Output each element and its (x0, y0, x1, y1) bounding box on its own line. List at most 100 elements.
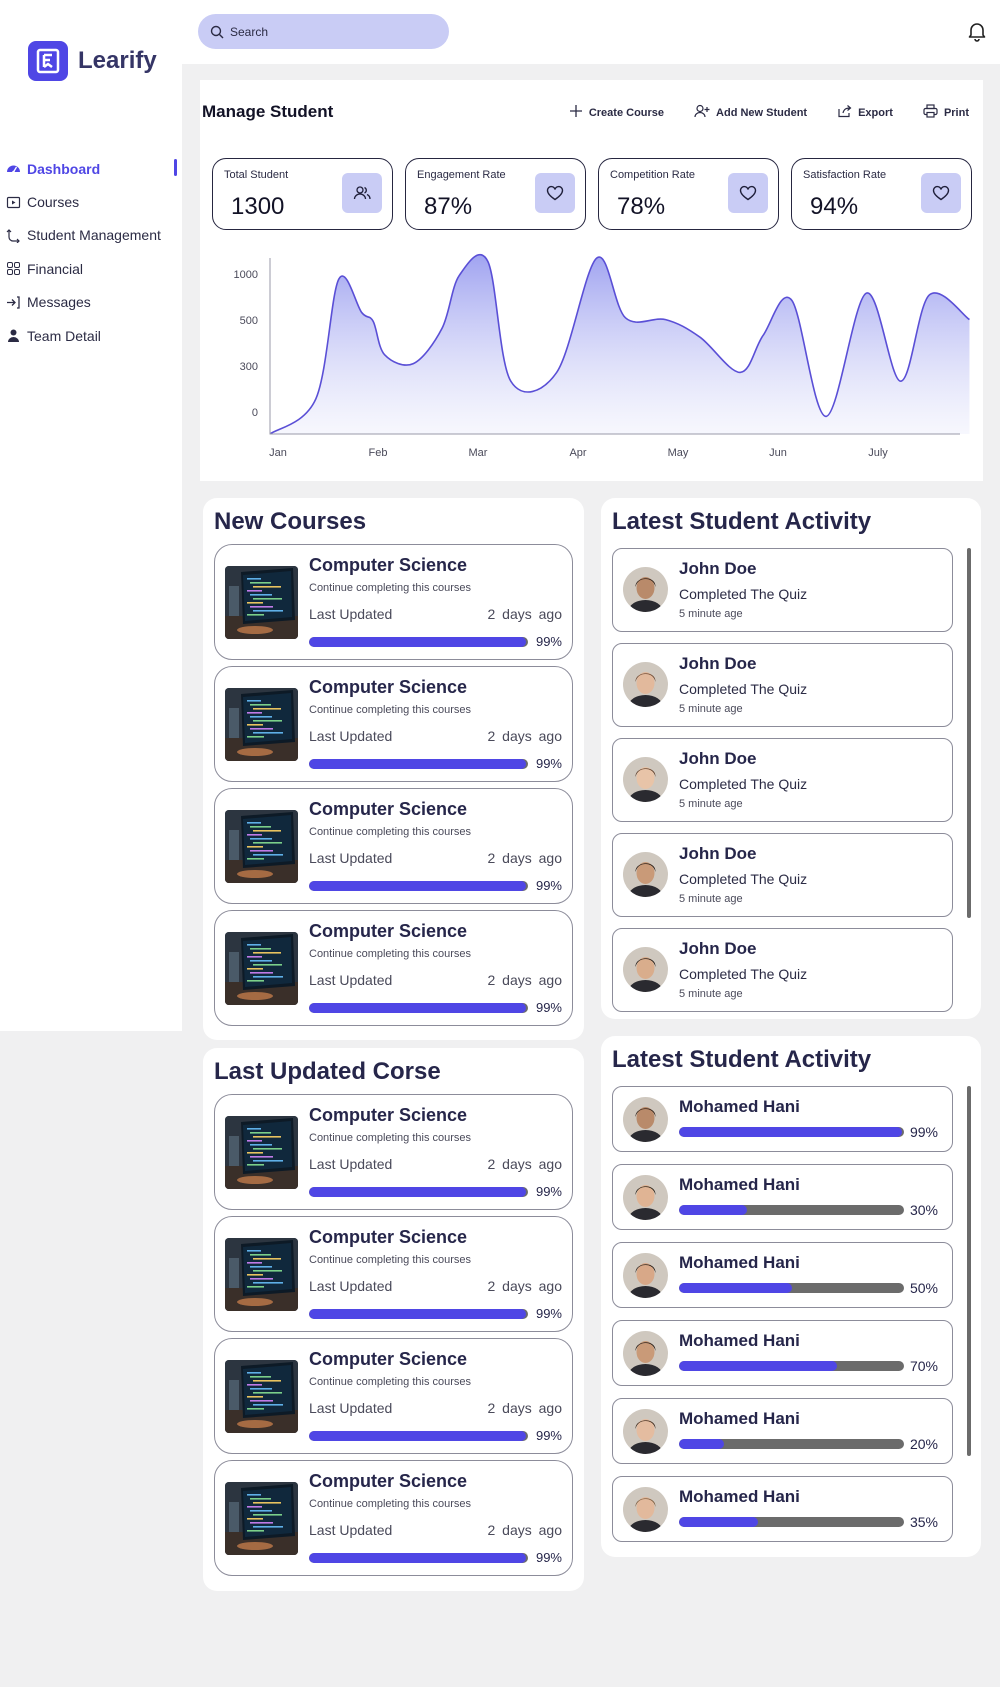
create-course-button[interactable]: Create Course (569, 104, 664, 121)
student-progress-item[interactable]: Mohamed Hani 70% (612, 1320, 953, 1386)
sidebar-item-messages[interactable]: Messages (0, 286, 182, 319)
courses-icon (6, 195, 21, 210)
avatar (623, 1175, 668, 1220)
progress-percent: 99% (535, 1184, 562, 1199)
activity-item[interactable]: John Doe Completed The Quiz 5 minute age (612, 833, 953, 917)
course-name: Computer Science (309, 677, 468, 697)
export-icon (837, 104, 852, 121)
logo-icon (28, 41, 68, 81)
progress-scrollbar[interactable] (967, 1086, 971, 1456)
student-progress-item[interactable]: Mohamed Hani 30% (612, 1164, 953, 1230)
updated-ago: 2 days ago (487, 1522, 563, 1538)
course-name: Computer Science (309, 1227, 468, 1247)
stat-card-total-student: Total Student 1300 (212, 158, 393, 230)
progress-fill (309, 1553, 526, 1563)
progress-percent: 99% (535, 1428, 562, 1443)
student-name: Mohamed Hani (679, 1487, 800, 1506)
activity-item[interactable]: John Doe Completed The Quiz 5 minute age (612, 643, 953, 727)
course-name: Computer Science (309, 921, 468, 941)
course-card[interactable]: Computer Science Continue completing this… (214, 544, 573, 660)
last-updated-card: Last Updated Corse Computer Science Conti… (203, 1048, 584, 1591)
course-card[interactable]: Computer Science Continue completing this… (214, 788, 573, 904)
progress-fill (679, 1127, 902, 1137)
print-button[interactable]: Print (923, 104, 969, 121)
team-icon (6, 328, 21, 343)
logo[interactable]: Learify (28, 41, 157, 81)
course-card[interactable]: Computer Science Continue completing this… (214, 1460, 573, 1576)
export-button[interactable]: Export (837, 104, 893, 121)
course-subtitle: Continue completing this courses (309, 1498, 472, 1510)
student-progress-item[interactable]: Mohamed Hani 35% (612, 1476, 953, 1542)
progress-percent: 99% (535, 634, 562, 649)
course-card[interactable]: Computer Science Continue completing this… (214, 1338, 573, 1454)
updated-ago: 2 days ago (487, 1156, 563, 1172)
sidebar-item-courses[interactable]: Courses (0, 185, 182, 218)
updated-ago: 2 days ago (487, 1278, 563, 1294)
avatar (623, 662, 668, 707)
progress-percent: 99% (535, 1000, 562, 1015)
activity-card: Latest Student Activity John Doe Complete… (601, 498, 981, 1019)
activity-item[interactable]: John Doe Completed The Quiz 5 minute age (612, 548, 953, 632)
course-subtitle: Continue completing this courses (309, 948, 472, 960)
heart-icon[interactable] (728, 173, 768, 213)
avatar (623, 947, 668, 992)
avatar (623, 757, 668, 802)
add-user-icon (694, 104, 710, 121)
action-bar: Create Course Add New Student Export Print (539, 104, 969, 121)
student-progress-bar (679, 1127, 904, 1137)
course-card[interactable]: Computer Science Continue completing this… (214, 1216, 573, 1332)
course-card[interactable]: Computer Science Continue completing this… (214, 1094, 573, 1210)
last-updated-label: Last Updated (309, 606, 393, 622)
progress-percent: 70% (909, 1358, 938, 1374)
progress-fill (679, 1283, 792, 1293)
stats-row: Total Student 1300 Engagement Rate 87% Compe… (212, 158, 972, 230)
course-progress-bar (309, 1003, 528, 1013)
activity-description: Completed The Quiz (679, 586, 808, 602)
progress-percent: 99% (535, 756, 562, 771)
last-updated-label: Last Updated (309, 850, 393, 866)
bell-icon[interactable] (966, 20, 988, 47)
student-progress-item[interactable]: Mohamed Hani 20% (612, 1398, 953, 1464)
student-progress-item[interactable]: Mohamed Hani 50% (612, 1242, 953, 1308)
page-title: Manage Student (202, 102, 334, 121)
sidebar-item-dashboard[interactable]: Dashboard (0, 152, 182, 185)
x-tick-label: Feb (369, 447, 388, 459)
sidebar-item-student-management[interactable]: Student Management (0, 219, 182, 252)
activity-item[interactable]: John Doe Completed The Quiz 5 minute age (612, 738, 953, 822)
search-input[interactable]: Search (198, 14, 449, 49)
chart-area (270, 254, 970, 434)
activity-title: Latest Student Activity (612, 508, 872, 535)
student-progress-bar (679, 1283, 904, 1293)
course-name: Computer Science (309, 799, 468, 819)
course-progress-bar (309, 1553, 528, 1563)
activity-time: 5 minute age (679, 798, 743, 810)
course-progress-bar (309, 759, 528, 769)
heart-icon[interactable] (921, 173, 961, 213)
sidebar-item-financial[interactable]: Financial (0, 252, 182, 285)
student-name: John Doe (679, 654, 757, 673)
stat-label: Total Student (224, 169, 289, 181)
last-updated-label: Last Updated (309, 728, 393, 744)
last-updated-label: Last Updated (309, 1400, 393, 1416)
student-progress-item[interactable]: Mohamed Hani 99% (612, 1086, 953, 1152)
sidebar-item-team-detail[interactable]: Team Detail (0, 319, 182, 352)
student-name: John Doe (679, 844, 757, 863)
progress-fill (309, 881, 526, 891)
activity-scrollbar[interactable] (967, 548, 971, 918)
course-card[interactable]: Computer Science Continue completing this… (214, 666, 573, 782)
activity-item[interactable]: John Doe Completed The Quiz 5 minute age (612, 928, 953, 1012)
add-new-student-button[interactable]: Add New Student (694, 104, 807, 121)
course-subtitle: Continue completing this courses (309, 1132, 472, 1144)
users-icon[interactable] (342, 173, 382, 213)
course-card[interactable]: Computer Science Continue completing this… (214, 910, 573, 1026)
heart-icon[interactable] (535, 173, 575, 213)
course-subtitle: Continue completing this courses (309, 1254, 472, 1266)
new-courses-title: New Courses (214, 508, 367, 535)
x-tick-label: Mar (469, 447, 488, 459)
student-management-icon (6, 228, 21, 243)
student-name: Mohamed Hani (679, 1331, 800, 1350)
avatar (623, 1097, 668, 1142)
course-thumbnail (225, 932, 298, 1005)
progress-percent: 99% (535, 1306, 562, 1321)
sidebar-item-label: Student Management (27, 227, 161, 244)
